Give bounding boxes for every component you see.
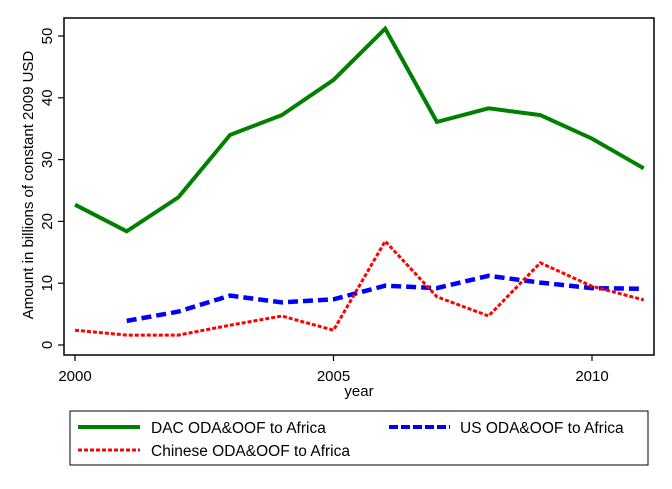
series-line-dac	[74, 25, 645, 234]
legend: DAC ODA&OOF to Africa US ODA&OOF to Afri…	[69, 410, 649, 466]
legend-label-chinese: Chinese ODA&OOF to Africa	[151, 443, 350, 460]
y-tick-label: 20	[39, 213, 56, 230]
series-line-chinese	[74, 238, 645, 337]
y-tick-label: 0	[39, 341, 56, 349]
series-group	[74, 25, 645, 337]
y-tick-label: 50	[39, 28, 56, 45]
y-axis-title: Amount in billions of constant 2009 USD	[20, 51, 37, 320]
x-axis-title: year	[344, 383, 373, 400]
x-axis: 2000 2005 2010	[58, 355, 609, 385]
y-tick-label: 30	[39, 151, 56, 168]
series-line-us	[126, 273, 644, 324]
x-tick-label: 2000	[58, 368, 91, 385]
y-tick-label: 40	[39, 89, 56, 106]
y-axis: 0 10 20 30 40 50	[39, 28, 64, 349]
legend-label-dac: DAC ODA&OOF to Africa	[151, 420, 326, 437]
x-tick-label: 2010	[575, 368, 608, 385]
y-tick-label: 10	[39, 275, 56, 292]
legend-label-us: US ODA&OOF to Africa	[460, 420, 624, 437]
plot-area	[63, 17, 655, 356]
legend-box	[69, 410, 649, 466]
x-tick-label: 2005	[317, 368, 350, 385]
